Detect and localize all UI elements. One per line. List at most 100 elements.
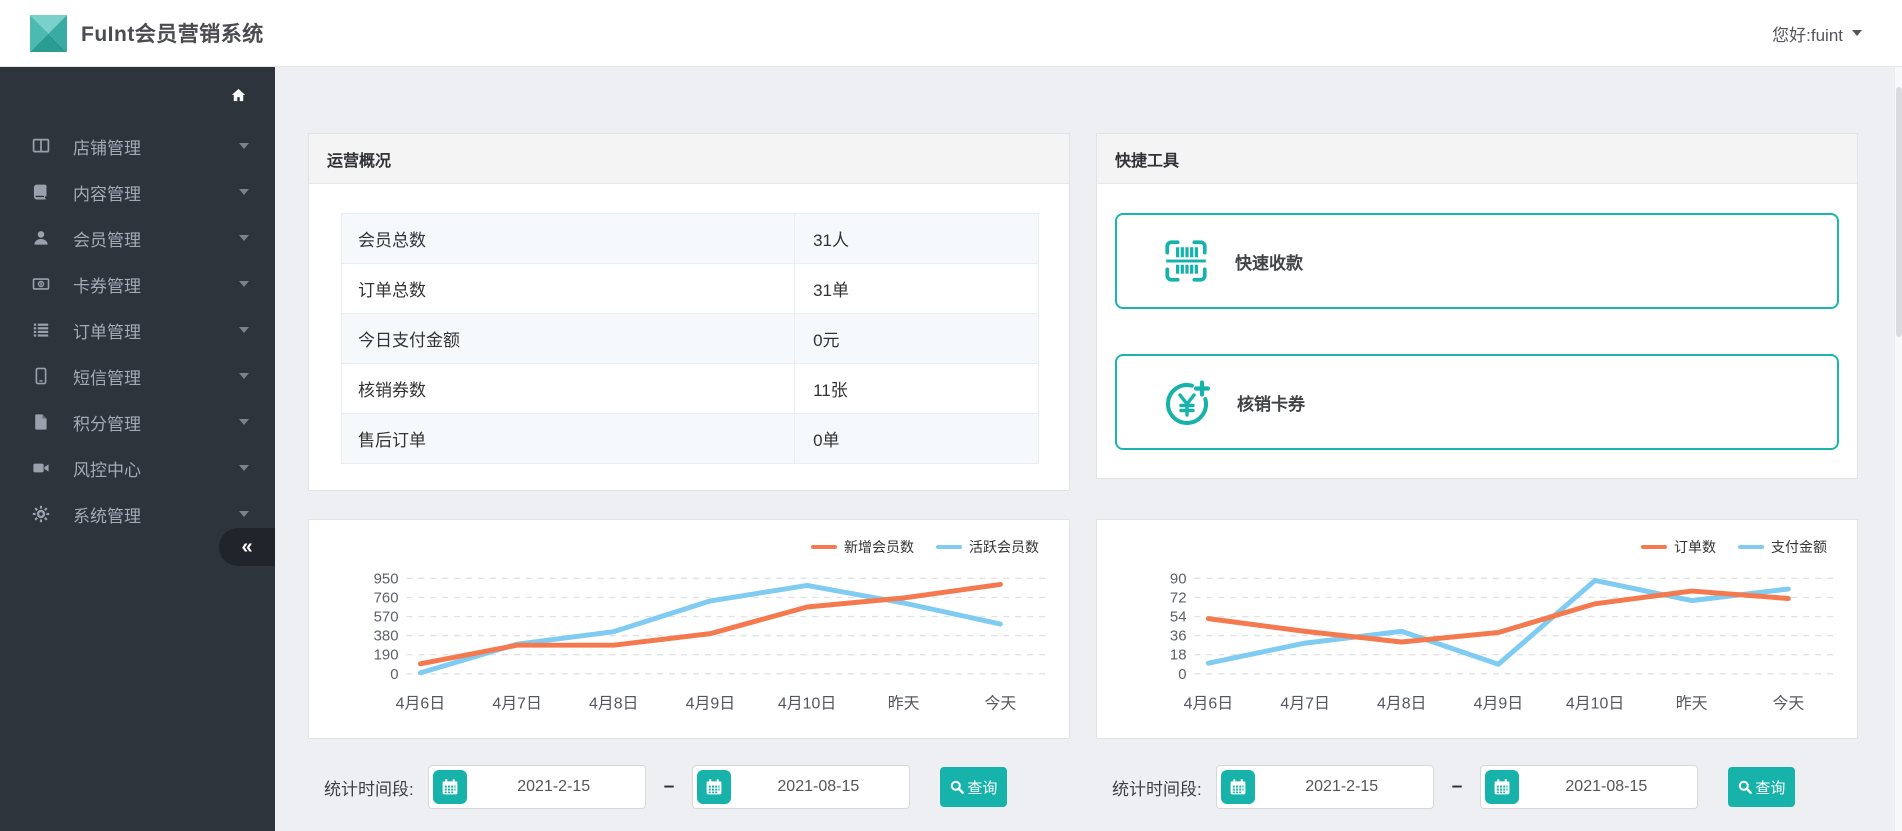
calendar-icon[interactable]: [1485, 770, 1520, 804]
chevron-down-icon: [239, 327, 249, 333]
quick-tools-panel-header: 快捷工具: [1097, 134, 1857, 184]
table-row: 订单总数 31单: [340, 263, 1039, 314]
stat-label: 售后订单: [340, 413, 796, 464]
user-greeting: 您好:fuint: [1772, 25, 1843, 45]
member-stats-filter: 统计时间段: 2021-2-15 –: [308, 763, 1070, 811]
sidebar-item-member[interactable]: 会员管理: [0, 215, 275, 261]
search-icon: [1739, 780, 1753, 794]
stat-value: 31单: [794, 263, 1039, 314]
stat-label: 核销券数: [340, 363, 796, 414]
start-date-value: 2021-2-15: [1305, 778, 1379, 795]
end-date-value: 2021-08-15: [777, 778, 860, 795]
svg-text:4月7日: 4月7日: [1280, 696, 1330, 713]
calendar-icon[interactable]: [432, 770, 467, 804]
sidebar-item-order[interactable]: 订单管理: [0, 307, 275, 353]
svg-text:4月8日: 4月8日: [1377, 696, 1427, 713]
svg-text:0: 0: [390, 666, 398, 683]
calendar-icon[interactable]: [697, 770, 732, 804]
sidebar-item-label: 积分管理: [73, 414, 141, 434]
stat-value: 31人: [794, 213, 1039, 264]
svg-text:今天: 今天: [1772, 695, 1804, 713]
sidebar-item-label: 订单管理: [73, 322, 141, 342]
member-trend-line-chart: 0 190 380 570 760 950 4月6日 4月7日 4月8日 4月9日 4月10日 昨天 今…: [374, 570, 1048, 713]
svg-text:54: 54: [1170, 609, 1187, 626]
end-date-input[interactable]: 2021-08-15: [692, 765, 911, 809]
date-range-dash: –: [1451, 776, 1463, 797]
chevron-down-icon: [239, 189, 249, 195]
table-row: 核销券数 11张: [340, 363, 1039, 414]
search-icon: [951, 780, 965, 794]
tool-label: 快速收款: [1235, 253, 1303, 273]
home-icon[interactable]: [230, 87, 247, 104]
sidebar-item-label: 短信管理: [73, 368, 141, 388]
sidebar-collapse-button[interactable]: «: [219, 528, 275, 566]
video-icon: [30, 459, 51, 478]
search-button[interactable]: 查询: [940, 767, 1008, 807]
tool-card-collect[interactable]: 快速收款: [1115, 213, 1839, 309]
svg-text:4月10日: 4月10日: [1566, 696, 1624, 713]
stat-value: 11张: [794, 363, 1039, 414]
svg-text:4月9日: 4月9日: [1474, 696, 1524, 713]
user-icon: [30, 229, 51, 248]
start-date-input[interactable]: 2021-2-15: [427, 765, 646, 809]
sidebar-item-points[interactable]: 积分管理: [0, 399, 275, 445]
stat-label: 今日支付金额: [340, 313, 796, 364]
barcode-scan-icon: [1161, 236, 1211, 286]
legend-label: 活跃会员数: [969, 539, 1039, 555]
svg-text:570: 570: [374, 609, 399, 626]
member-chart-legend: 新增会员数 活跃会员数: [309, 532, 1069, 562]
end-date-input[interactable]: 2021-08-15: [1480, 765, 1699, 809]
end-date-value: 2021-08-15: [1565, 778, 1648, 795]
overview-table: 会员总数 31人 订单总数 31单 今日支付金额 0元 核销券数 11张 售后订单 0单: [340, 213, 1039, 464]
svg-text:4月7日: 4月7日: [492, 696, 542, 713]
legend-label: 支付金额: [1771, 539, 1827, 555]
scrollbar-thumb[interactable]: [1896, 87, 1902, 337]
sidebar-item-sms[interactable]: 短信管理: [0, 353, 275, 399]
sidebar-item-system[interactable]: 系统管理: [0, 491, 275, 537]
mobile-icon: [30, 367, 51, 386]
chevron-down-icon: [239, 143, 249, 149]
search-button-label: 查询: [967, 779, 998, 797]
quick-tools-panel: 快捷工具 快速收款核销卡券: [1096, 133, 1858, 479]
list-icon: [30, 321, 51, 340]
chevron-down-icon: [239, 373, 249, 379]
filter-label: 统计时间段:: [324, 779, 414, 799]
svg-text:4月10日: 4月10日: [778, 696, 836, 713]
chevron-down-icon: [239, 235, 249, 241]
table-row: 今日支付金额 0元: [340, 313, 1039, 364]
legend-item[interactable]: 活跃会员数: [936, 537, 1039, 557]
table-row: 会员总数 31人: [340, 213, 1039, 264]
search-button[interactable]: 查询: [1728, 767, 1796, 807]
svg-text:昨天: 昨天: [888, 695, 920, 713]
order-trend-chart-panel: 订单数 支付金额 0 18 36 54 72 90 4月6日 4月7日 4月8日 4月9日 4月10日…: [1096, 519, 1858, 739]
legend-swatch: [1641, 545, 1667, 549]
date-range-dash: –: [663, 776, 675, 797]
legend-swatch: [811, 545, 837, 549]
start-date-input[interactable]: 2021-2-15: [1215, 765, 1434, 809]
file-icon: [30, 413, 51, 432]
chevron-down-icon: [239, 281, 249, 287]
user-menu[interactable]: 您好:fuint: [1772, 21, 1862, 46]
gear-icon: [30, 505, 51, 524]
sidebar-item-coupon[interactable]: 卡券管理: [0, 261, 275, 307]
legend-item[interactable]: 订单数: [1641, 537, 1716, 557]
sidebar-item-shop[interactable]: 店铺管理: [0, 123, 275, 169]
calendar-icon[interactable]: [1220, 770, 1255, 804]
sidebar-item-content[interactable]: 内容管理: [0, 169, 275, 215]
columns-icon: [30, 137, 51, 156]
svg-text:36: 36: [1170, 628, 1187, 645]
order-chart-legend: 订单数 支付金额: [1097, 532, 1857, 562]
sidebar-menu: 店铺管理 内容管理会员管理卡券管理订单管理短信管理积分管理风控中心系统管理: [0, 123, 275, 537]
svg-text:4月9日: 4月9日: [686, 696, 736, 713]
legend-item[interactable]: 支付金额: [1738, 537, 1827, 557]
sidebar-item-label: 系统管理: [73, 506, 141, 526]
scrollbar[interactable]: [1894, 67, 1902, 831]
app-logo-icon: [30, 14, 67, 52]
sidebar-item-label: 会员管理: [73, 230, 141, 250]
sidebar-item-risk[interactable]: 风控中心: [0, 445, 275, 491]
legend-item[interactable]: 新增会员数: [811, 537, 914, 557]
stat-label: 会员总数: [340, 213, 796, 264]
svg-text:190: 190: [374, 647, 399, 664]
chevron-down-icon: [239, 465, 249, 471]
tool-card-verify[interactable]: 核销卡券: [1115, 354, 1839, 450]
